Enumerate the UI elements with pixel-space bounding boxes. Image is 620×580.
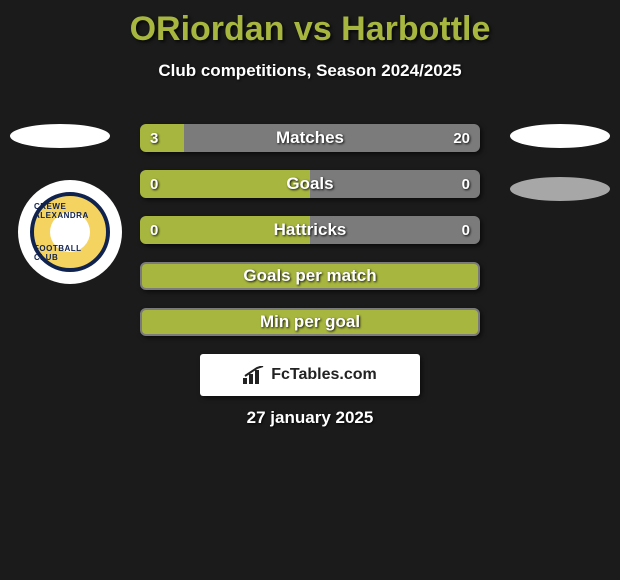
brand-text: FcTables.com xyxy=(271,366,377,384)
bar-label: Min per goal xyxy=(142,310,478,334)
club-badge-inner: CREWE ALEXANDRA FOOTBALL CLUB xyxy=(30,192,110,272)
club-badge-bottom-text: FOOTBALL CLUB xyxy=(34,244,106,262)
avatar-right xyxy=(510,124,610,148)
avatar-right-secondary xyxy=(510,177,610,201)
club-badge-top-text: CREWE ALEXANDRA xyxy=(34,202,106,220)
stat-bar: 320Matches xyxy=(140,124,480,152)
club-badge: CREWE ALEXANDRA FOOTBALL CLUB xyxy=(18,180,122,284)
bar-label: Matches xyxy=(140,124,480,152)
stat-bar: 00Hattricks xyxy=(140,216,480,244)
subtitle: Club competitions, Season 2024/2025 xyxy=(0,61,620,81)
date-text: 27 january 2025 xyxy=(0,408,620,428)
chart-icon xyxy=(243,366,265,384)
bar-label: Goals per match xyxy=(142,264,478,288)
avatar-left xyxy=(10,124,110,148)
stat-bar: Goals per match xyxy=(140,262,480,290)
stat-bar: 00Goals xyxy=(140,170,480,198)
stat-bar: Min per goal xyxy=(140,308,480,336)
stat-bars: 320Matches 00Goals 00Hattricks Goals per ma… xyxy=(140,124,480,354)
bar-label: Goals xyxy=(140,170,480,198)
brand-logo: FcTables.com xyxy=(200,354,420,396)
bar-label: Hattricks xyxy=(140,216,480,244)
page-title: ORiordan vs Harbottle xyxy=(0,0,620,49)
